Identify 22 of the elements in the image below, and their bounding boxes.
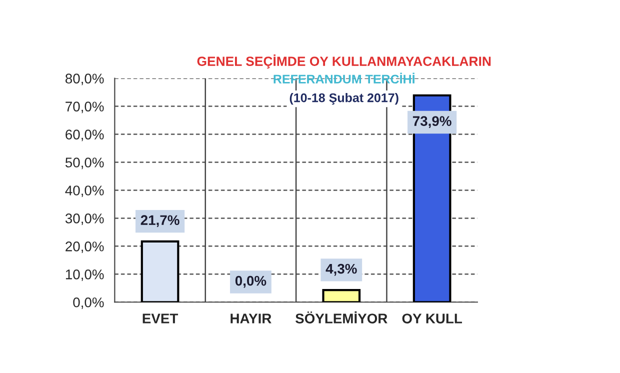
chart-title: GENEL SEÇİMDE OY KULLANMAYACAKLARIN	[197, 54, 491, 69]
x-tick-label: EVET	[142, 314, 178, 324]
x-tick-label: HAYIR	[230, 314, 272, 324]
y-tick-label: 0,0%	[73, 297, 104, 309]
y-tick-label: 20,0%	[66, 242, 104, 253]
y-tick-label: 30,0%	[65, 214, 104, 226]
y-tick-label: 40,0%	[65, 186, 104, 198]
bar	[322, 289, 361, 302]
y-tick-label: 60,0%	[66, 130, 104, 142]
x-tick-label: SÖYLEMİYOR	[295, 311, 388, 324]
y-tick-label: 80,0%	[66, 74, 104, 86]
x-tick-label: OY KULL	[402, 314, 462, 324]
data-label: 0,0%	[235, 276, 266, 288]
chart-subtitle: REFERANDUM TERCİHİ	[274, 72, 414, 84]
data-label: 73,9%	[412, 116, 452, 128]
y-tick-label: 50,0%	[65, 158, 104, 170]
y-tick-label: 10,0%	[66, 269, 104, 281]
y-tick-label: 70,0%	[66, 102, 104, 114]
data-label: 21,7%	[140, 215, 180, 228]
annotation: (10-18 Şubat 2017)	[290, 93, 398, 105]
data-label: 4,3%	[326, 264, 357, 276]
bar	[140, 240, 180, 302]
